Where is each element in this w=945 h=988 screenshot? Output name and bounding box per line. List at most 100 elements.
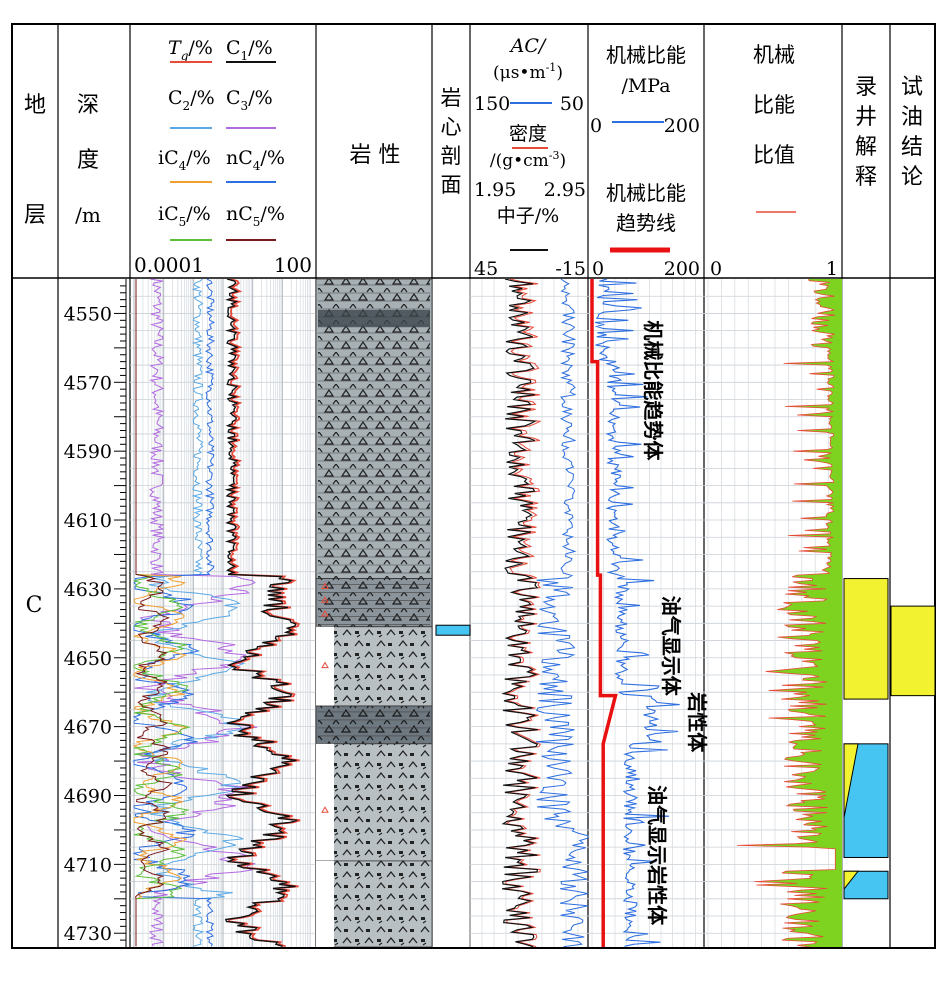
interp-block-yellow-1 <box>843 743 859 818</box>
interp-header: 录 井 解 释 <box>855 75 877 190</box>
gas-tg-label: Tg/% <box>168 37 213 63</box>
litho-pattern-2 <box>334 626 430 706</box>
depth-tick-label: 4690 <box>64 785 112 807</box>
mse-trend-max: 200 <box>664 258 700 280</box>
ratio-curve <box>736 279 836 947</box>
depth-header-3: /m <box>75 203 101 227</box>
annotation-mse-trend: 机械比能趋势体 <box>641 320 665 461</box>
c2-curve <box>145 279 246 947</box>
oil-show-marker <box>321 582 329 589</box>
c3-curve <box>134 279 258 947</box>
depth-tick-label: 4670 <box>64 717 112 739</box>
ac-curve <box>535 279 589 947</box>
depth-header-2: 度 <box>77 148 99 173</box>
mse-max: 200 <box>664 115 700 137</box>
interp-header-4: 释 <box>855 165 877 190</box>
ac-unit: (μs•m-1) <box>493 61 563 83</box>
core-header-2: 心 <box>441 115 462 139</box>
gas-c3-label: C3/% <box>226 87 273 113</box>
interp-block-1 <box>843 743 889 858</box>
mse-min: 0 <box>590 115 602 137</box>
ratio-label-1: 机械 <box>753 43 795 67</box>
oil-show-marker <box>321 610 329 617</box>
test-header: 试 油 结 论 <box>901 75 923 190</box>
ac-max: 50 <box>560 93 584 115</box>
den-max: 2.95 <box>544 179 586 201</box>
litho-dark-band <box>318 309 430 328</box>
mse-label: 机械比能 <box>606 43 686 67</box>
nc4-curve <box>132 279 216 947</box>
c1-curve <box>224 279 298 947</box>
neu-label: 中子/% <box>497 205 559 227</box>
litho-pattern-1 <box>318 578 430 627</box>
core-header-3: 剖 <box>441 144 462 168</box>
oil-show-marker <box>321 806 329 813</box>
interp-header-1: 录 <box>855 75 877 100</box>
test-header-1: 试 <box>901 75 923 100</box>
neutron-curve <box>501 279 539 947</box>
gas-c2-label: C2/% <box>168 87 215 113</box>
litho-pattern-4 <box>334 743 430 861</box>
interp-block-yellow-2 <box>843 870 860 891</box>
core-header-4: 面 <box>441 173 462 197</box>
interp-header-2: 井 <box>855 105 877 130</box>
depth-tick-label: 4650 <box>64 648 112 670</box>
litho-left-strip <box>316 626 334 706</box>
ratio-label-2: 比能 <box>753 93 795 117</box>
depth-tick-label: 4710 <box>64 854 112 876</box>
chart-frame <box>11 23 936 949</box>
depth-tick-label: 4590 <box>64 441 112 463</box>
depth-tick-label: 4730 <box>64 923 112 945</box>
ratio-header: 机械 比能 比值 0 1 <box>710 43 838 280</box>
test-header-4: 论 <box>901 165 923 190</box>
den-label: 密度 <box>509 123 547 145</box>
test-header-3: 结 <box>901 135 923 160</box>
ac-min: 150 <box>474 93 510 115</box>
depth-header-1: 深 <box>77 93 99 118</box>
neu-max: -15 <box>555 258 586 280</box>
interpretation-blocks <box>843 578 935 900</box>
litho-pattern-5 <box>334 860 430 947</box>
annotation-oil-show: 油气显示体 <box>659 596 683 697</box>
gas-ic5-label: iC5/% <box>158 203 211 229</box>
mse-trend-label-1: 机械比能 <box>606 181 686 205</box>
strat-header-2: 层 <box>24 203 46 228</box>
strat-value: C <box>26 593 43 618</box>
ratio-max: 1 <box>826 258 838 280</box>
oil-show-marker <box>321 661 329 669</box>
gas-scale-max: 100 <box>274 253 312 277</box>
litho-pattern-3 <box>318 705 430 744</box>
litho-left-strip <box>316 743 334 861</box>
annotation-oil-show-lithology: 油气显示岩性体 <box>645 785 669 926</box>
lithology-header: 岩 性 <box>350 143 401 168</box>
logs-header: AC/ (μs•m-1) 150 50 密度 /(g•cm-3) 1.95 2.… <box>474 35 586 280</box>
nc5-curve <box>135 279 173 947</box>
depth-tick-label: 4610 <box>64 510 112 532</box>
den-unit: /(g•cm-3) <box>490 149 566 171</box>
litho-left-strip <box>316 860 334 947</box>
ratio-min: 0 <box>710 258 722 280</box>
depth-axis: 4550 4570 4590 4610 4630 4650 4670 4690 4710 4730 <box>64 279 127 947</box>
oil-show-marker <box>321 596 329 603</box>
gas-scale-min: 0.0001 <box>134 253 204 277</box>
mse-header: 机械比能 /MPa 0 200 机械比能 趋势线 0 200 <box>590 43 700 280</box>
curves <box>132 279 680 947</box>
ratio-column <box>736 279 842 947</box>
gas-nc4-label: nC4/% <box>226 147 285 173</box>
interp-header-3: 解 <box>855 135 877 160</box>
interp-block-0 <box>843 578 889 700</box>
annotation-lithology: 岩性体 <box>685 691 709 753</box>
ratio-label-3: 比值 <box>753 143 795 167</box>
depth-tick-label: 4630 <box>64 579 112 601</box>
depth-tick-label: 4570 <box>64 372 112 394</box>
gas-header: Tg/% C1/% C2/% C3/% iC4/% nC4/% iC5/% nC… <box>134 37 312 277</box>
core-marker <box>435 624 471 636</box>
test-header-2: 油 <box>901 105 923 130</box>
strat-header-1: 地 <box>24 93 46 118</box>
gas-ic4-label: iC4/% <box>158 147 211 173</box>
mse-unit: /MPa <box>621 75 670 97</box>
neu-min: 45 <box>474 258 498 280</box>
